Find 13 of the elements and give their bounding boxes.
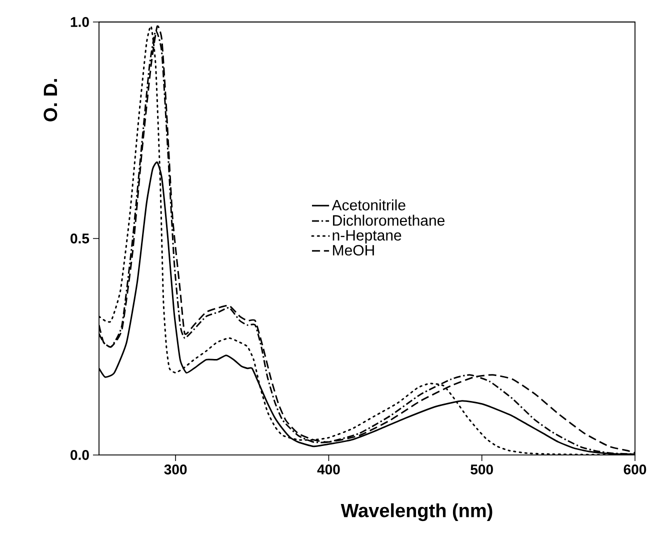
y-axis-title: O. D. — [44, 79, 58, 122]
y-tick-label: 1.0 — [70, 17, 89, 27]
x-tick-label: 600 — [624, 464, 646, 474]
legend-label: Dichloromethane — [333, 214, 445, 226]
legend-label: MeOH — [333, 244, 374, 256]
x-axis-title: Wavelength (nm) — [340, 503, 492, 522]
x-tick-label: 300 — [164, 464, 187, 474]
x-tick-label: 400 — [317, 464, 340, 474]
x-tick-label: 500 — [470, 464, 493, 474]
legend-label: Acetonitrile — [332, 199, 406, 210]
legend-label: n-Heptane — [332, 230, 402, 244]
y-tick-label: 0.5 — [70, 234, 90, 244]
y-tick-label: 0.0 — [70, 450, 89, 460]
